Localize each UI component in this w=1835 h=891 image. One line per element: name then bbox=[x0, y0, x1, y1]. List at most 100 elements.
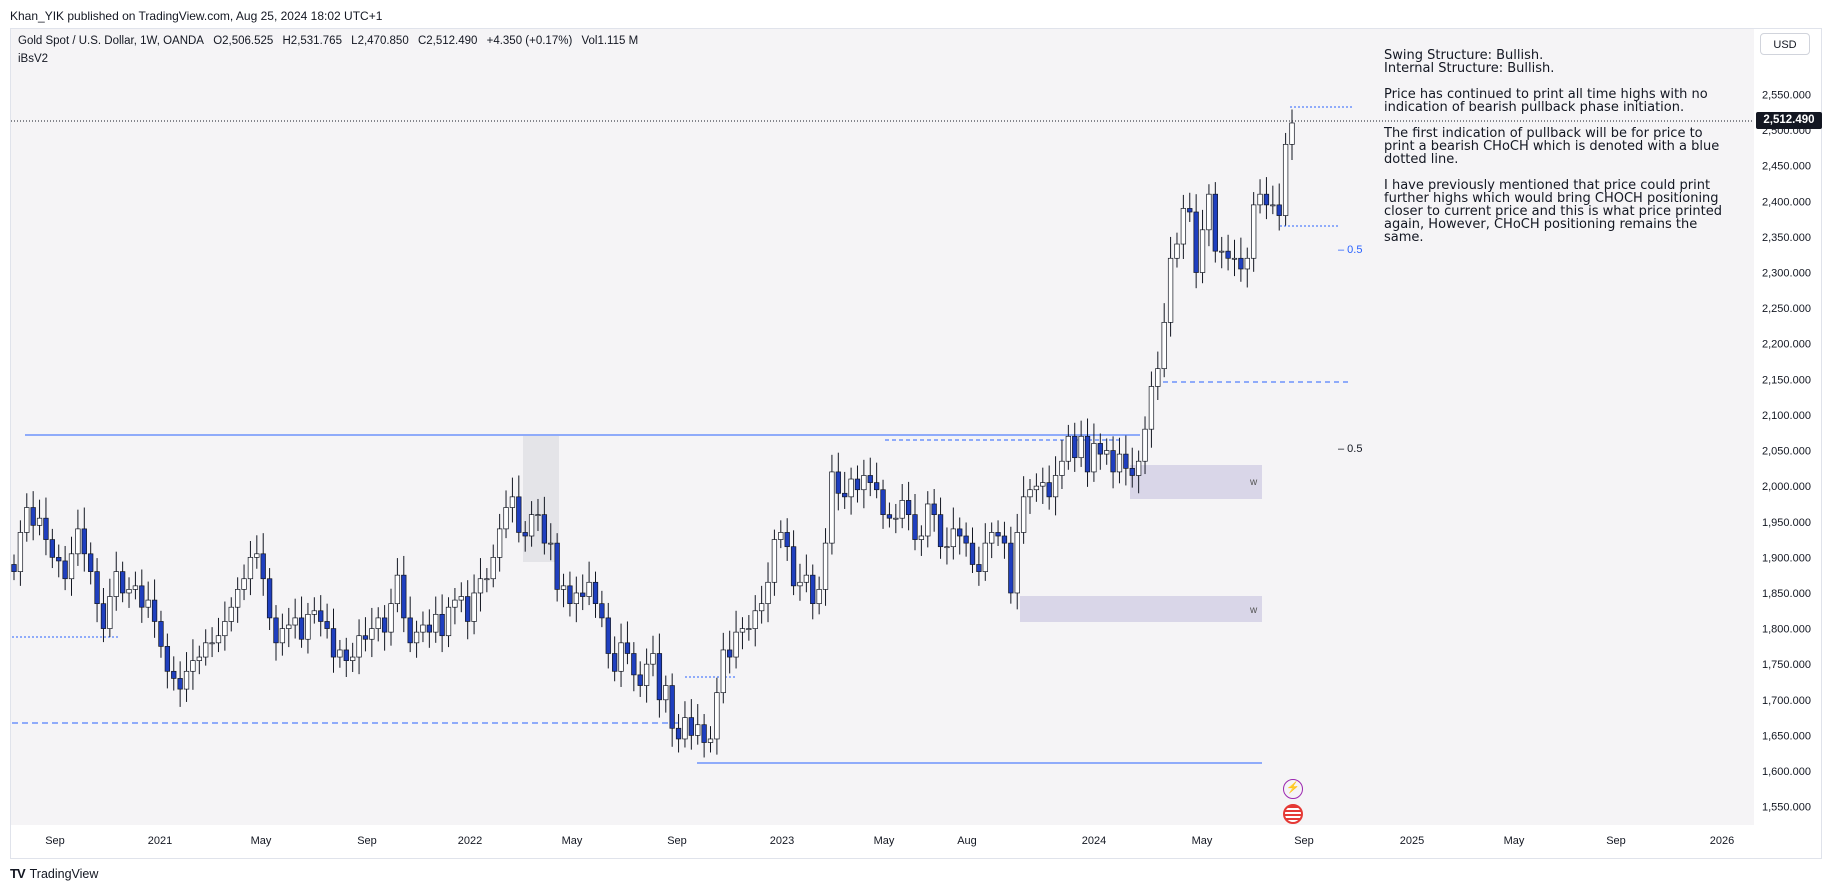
y-tick-label: 1,650.000 bbox=[1762, 730, 1811, 742]
candle-body bbox=[854, 478, 861, 491]
candle-body bbox=[1078, 435, 1084, 459]
candle-body bbox=[746, 628, 752, 630]
x-tick-label: Sep bbox=[357, 835, 377, 847]
candle-body bbox=[989, 532, 995, 544]
candle-body bbox=[835, 471, 841, 494]
x-tick-label: 2023 bbox=[770, 835, 794, 847]
candle-body bbox=[433, 613, 439, 633]
indicator-label[interactable]: iBsV2 bbox=[18, 53, 49, 65]
candle-body bbox=[241, 578, 247, 590]
candle-body bbox=[94, 571, 100, 605]
candle-body bbox=[605, 617, 611, 654]
y-tick-label: 2,350.000 bbox=[1762, 232, 1811, 244]
tradingview-mark-icon: TV bbox=[10, 866, 26, 881]
candle-body bbox=[465, 596, 471, 622]
candle-body bbox=[350, 656, 356, 661]
x-tick-label: 2024 bbox=[1082, 835, 1106, 847]
candle-body bbox=[1014, 532, 1020, 594]
candle-body bbox=[1001, 535, 1008, 544]
candle-body bbox=[36, 517, 43, 526]
tradingview-logo[interactable]: TV TradingView bbox=[10, 866, 98, 881]
candle-body bbox=[944, 546, 950, 549]
candle-body bbox=[235, 589, 241, 608]
candle-body bbox=[707, 738, 714, 743]
candle-body bbox=[643, 663, 650, 686]
y-tick-label: 1,750.000 bbox=[1762, 659, 1811, 671]
candle-body bbox=[522, 532, 528, 537]
candle-body bbox=[1270, 204, 1276, 207]
candle-body bbox=[797, 581, 803, 587]
candle-body bbox=[580, 592, 586, 597]
candle-body bbox=[381, 617, 388, 633]
analysis-note: Swing Structure: Bullish. Internal Struct… bbox=[1384, 49, 1724, 257]
internal-structure-text: Internal Structure: Bullish. bbox=[1384, 61, 1555, 76]
candle-body bbox=[471, 592, 477, 622]
candle-body bbox=[624, 642, 631, 654]
x-tick-label: May bbox=[562, 835, 583, 847]
y-tick-label: 2,150.000 bbox=[1762, 374, 1811, 386]
candle-body bbox=[413, 631, 420, 644]
x-tick-label: Sep bbox=[45, 835, 65, 847]
zone-label: w bbox=[1249, 605, 1258, 616]
candle-body bbox=[739, 628, 746, 633]
candle-body bbox=[1263, 193, 1270, 206]
candle-body bbox=[247, 557, 254, 580]
candle-body bbox=[669, 685, 675, 729]
candle-body bbox=[1244, 257, 1250, 270]
candle-body bbox=[1206, 193, 1212, 231]
candle-body bbox=[912, 514, 918, 540]
candle-body bbox=[292, 617, 298, 626]
candle-body bbox=[362, 635, 369, 640]
ohlc-change: +4.350 (+0.17%) bbox=[486, 35, 573, 47]
candle-body bbox=[503, 507, 509, 530]
candle-body bbox=[452, 599, 458, 608]
candle-body bbox=[43, 517, 49, 540]
ohlc-open: O2,506.525 bbox=[213, 35, 274, 47]
candle-body bbox=[1052, 475, 1059, 498]
candle-body bbox=[1033, 485, 1040, 491]
candle-body bbox=[388, 603, 394, 633]
dividend-event-icon[interactable]: ⚡ bbox=[1283, 779, 1303, 799]
candle-body bbox=[260, 553, 266, 580]
candle-body bbox=[727, 649, 733, 658]
candle-body bbox=[286, 624, 292, 629]
candle-body bbox=[695, 724, 701, 736]
candle-body bbox=[62, 560, 68, 580]
candle-body bbox=[516, 496, 522, 533]
economic-event-icon[interactable] bbox=[1283, 804, 1303, 824]
candle-body bbox=[445, 606, 452, 637]
candle-body bbox=[222, 621, 228, 637]
demand-zone bbox=[1020, 596, 1262, 622]
candle-body bbox=[113, 571, 119, 597]
y-tick-label: 2,050.000 bbox=[1762, 446, 1811, 458]
candle-body bbox=[509, 496, 516, 508]
candle-body bbox=[203, 642, 209, 658]
candle-body bbox=[701, 724, 707, 743]
symbol-name[interactable]: Gold Spot / U.S. Dollar, 1W, OANDA bbox=[18, 35, 204, 47]
candle-body bbox=[1072, 435, 1078, 459]
y-tick-label: 2,200.000 bbox=[1762, 339, 1811, 351]
candle-body bbox=[209, 642, 215, 645]
y-tick-label: 1,800.000 bbox=[1762, 624, 1811, 636]
candle-body bbox=[810, 574, 816, 605]
candle-body bbox=[790, 546, 797, 587]
candle-body bbox=[1104, 450, 1110, 455]
candle-body bbox=[675, 727, 682, 740]
brand-name: TradingView bbox=[29, 866, 99, 881]
candle-body bbox=[1199, 229, 1206, 273]
x-tick-label: May bbox=[1192, 835, 1213, 847]
candle-body bbox=[1180, 208, 1187, 245]
candle-body bbox=[848, 478, 854, 498]
candle-body bbox=[439, 613, 445, 637]
candle-body bbox=[11, 564, 17, 572]
candle-body bbox=[68, 553, 75, 580]
candle-body bbox=[1289, 122, 1295, 145]
ohlc-high: H2,531.765 bbox=[282, 35, 342, 47]
candle-body bbox=[752, 610, 758, 629]
candle-body bbox=[963, 535, 969, 544]
candle-body bbox=[528, 514, 535, 537]
candle-body bbox=[784, 532, 790, 548]
currency-button[interactable]: USD bbox=[1760, 33, 1810, 55]
candle-body bbox=[311, 610, 317, 615]
